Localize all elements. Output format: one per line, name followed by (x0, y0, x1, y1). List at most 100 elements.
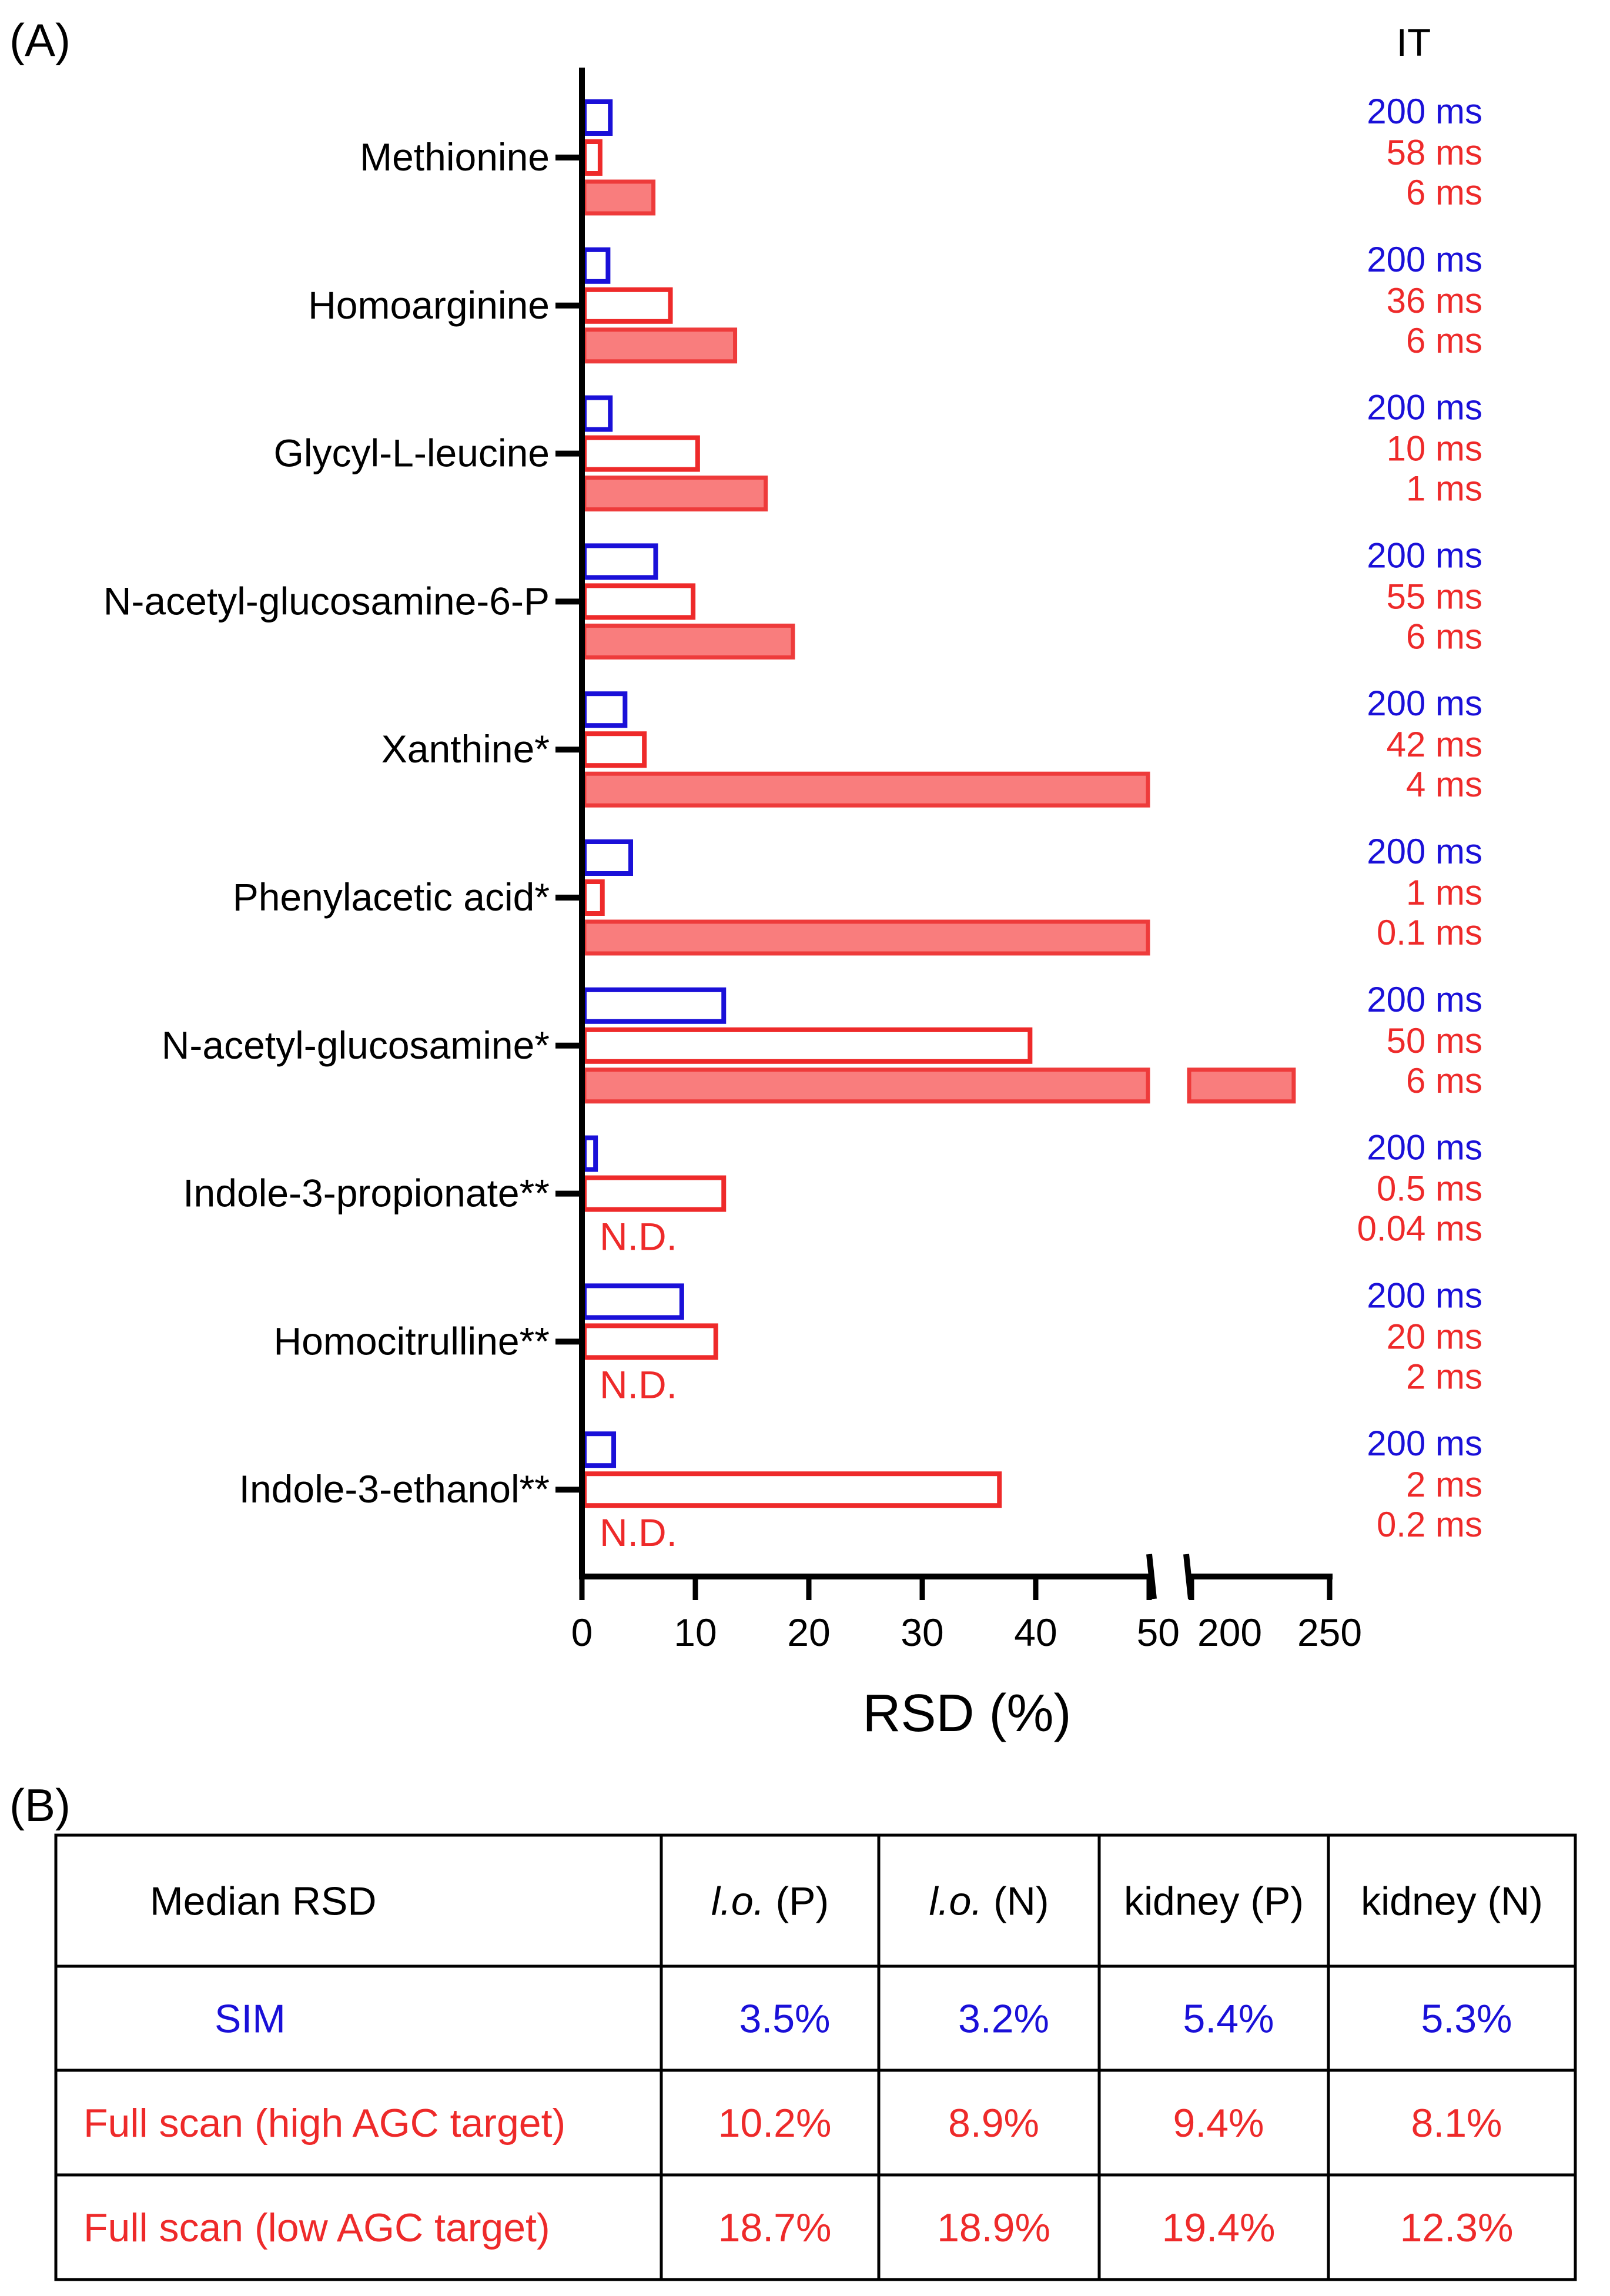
median-rsd-table: Median RSD l.o. (P) l.o. (N) kidney (P) kidn… (54, 1833, 1577, 2281)
bar (582, 771, 1150, 808)
bar (582, 1135, 598, 1172)
bar (582, 1471, 1002, 1508)
bar (582, 139, 603, 176)
na-label: N.D. (600, 1511, 677, 1554)
table-row-label: Full scan (low AGC target) (83, 2205, 550, 2250)
category-label: Xanthine* (381, 727, 550, 771)
category-label: Glycyl-L-leucine (274, 431, 550, 475)
bar (582, 1027, 1033, 1064)
it-label: 6 ms (1406, 1061, 1482, 1100)
x-tick-label: 30 (901, 1611, 943, 1654)
panel-b-label: (B) (9, 1779, 71, 1831)
table-header-text: kidney (P) (1124, 1879, 1304, 1924)
it-label: 200 ms (1367, 980, 1482, 1019)
na-label: N.D. (600, 1363, 677, 1406)
bar (582, 476, 768, 512)
it-label: 2 ms (1406, 1357, 1482, 1396)
category-label: N-acetyl-glucosamine-6-P (103, 579, 550, 622)
it-label: 6 ms (1406, 617, 1482, 656)
it-label: 200 ms (1367, 684, 1482, 723)
x-tick-label: 40 (1014, 1611, 1057, 1654)
table-cell: 10.2% (718, 2101, 832, 2146)
bar-segment-broken (1187, 1067, 1296, 1104)
x-tick-label: 20 (787, 1611, 830, 1654)
table-cell: 19.4% (1162, 2205, 1276, 2250)
category-label: Indole-3-propionate** (183, 1172, 550, 1215)
it-label: 200 ms (1367, 535, 1482, 575)
category-label: Homoarginine (308, 283, 550, 327)
bar (582, 99, 613, 136)
bar (582, 1323, 718, 1360)
it-label: 42 ms (1387, 725, 1482, 764)
bar (582, 583, 696, 620)
bar (582, 287, 673, 324)
it-label: 58 ms (1387, 133, 1482, 172)
table-cell: 5.4% (1183, 1997, 1274, 2041)
it-label: 200 ms (1367, 240, 1482, 279)
it-label: 6 ms (1406, 173, 1482, 212)
bar (582, 919, 1150, 956)
category-label: Phenylacetic acid* (233, 875, 550, 919)
bar (582, 179, 656, 216)
table-header-cell: kidney (P) (1124, 1879, 1304, 1924)
table-header-cell: kidney (N) (1361, 1879, 1543, 1924)
it-label: 36 ms (1387, 281, 1482, 320)
bar (582, 395, 613, 432)
it-label: 1 ms (1406, 873, 1482, 912)
it-label: 50 ms (1387, 1021, 1482, 1060)
it-header: IT (1397, 21, 1431, 64)
bar (582, 879, 605, 916)
bar (582, 691, 628, 728)
category-label: Indole-3-ethanol** (239, 1467, 550, 1511)
bar (582, 839, 633, 876)
it-label: 0.5 ms (1377, 1169, 1482, 1209)
it-label: 1 ms (1406, 469, 1482, 508)
it-label: 2 ms (1406, 1465, 1482, 1504)
category-label: N-acetyl-glucosamine* (162, 1023, 550, 1067)
table-header-cell: l.o. (N) (929, 1879, 1049, 1924)
table-header-text: (P) (765, 1879, 829, 1924)
bar (582, 1431, 617, 1468)
bar (582, 543, 658, 580)
category-labels: Methionine Homoarginine Glycyl-L-leucine N-… (103, 135, 550, 1511)
bar (582, 987, 727, 1024)
it-label: 20 ms (1387, 1317, 1482, 1356)
table-cell: 12.3% (1400, 2205, 1514, 2250)
x-tick-label: 200 (1197, 1611, 1262, 1654)
panel-a-label: (A) (9, 14, 71, 66)
it-label: 4 ms (1406, 765, 1482, 804)
it-label: 200 ms (1367, 388, 1482, 427)
it-label: 200 ms (1367, 1424, 1482, 1463)
table-header-italic: l.o. (929, 1879, 982, 1924)
bar (582, 435, 700, 472)
table-cell: 3.5% (739, 1997, 831, 2041)
category-label: Homocitrulline** (273, 1319, 550, 1363)
x-tick-label: 50 (1137, 1611, 1180, 1654)
it-label: 200 ms (1367, 92, 1482, 131)
bar (582, 1067, 1150, 1104)
it-label: 10 ms (1387, 429, 1482, 468)
na-label: N.D. (600, 1215, 677, 1259)
table-header-italic: l.o. (711, 1879, 765, 1924)
table-header-text: (N) (982, 1879, 1049, 1924)
table-header-cell: l.o. (P) (711, 1879, 829, 1924)
table-header-cell: Median RSD (150, 1879, 377, 1924)
table-header-text: kidney (N) (1361, 1879, 1543, 1924)
bar (582, 327, 738, 364)
it-label: 200 ms (1367, 1276, 1482, 1315)
bar (582, 731, 647, 768)
table-cell: 9.4% (1173, 2101, 1264, 2146)
table-frame (54, 1833, 1577, 2281)
x-tick-label: 0 (571, 1611, 593, 1654)
x-tick-label: 10 (674, 1611, 717, 1654)
it-label: 0.2 ms (1377, 1505, 1482, 1544)
table-cell: 18.7% (718, 2205, 832, 2250)
it-label: 200 ms (1367, 832, 1482, 871)
it-label: 0.1 ms (1377, 913, 1482, 952)
table-row-label: Full scan (high AGC target) (83, 2101, 565, 2146)
bars-layer: N.D. N.D. N.D. (582, 99, 1296, 1554)
it-label: 6 ms (1406, 321, 1482, 360)
